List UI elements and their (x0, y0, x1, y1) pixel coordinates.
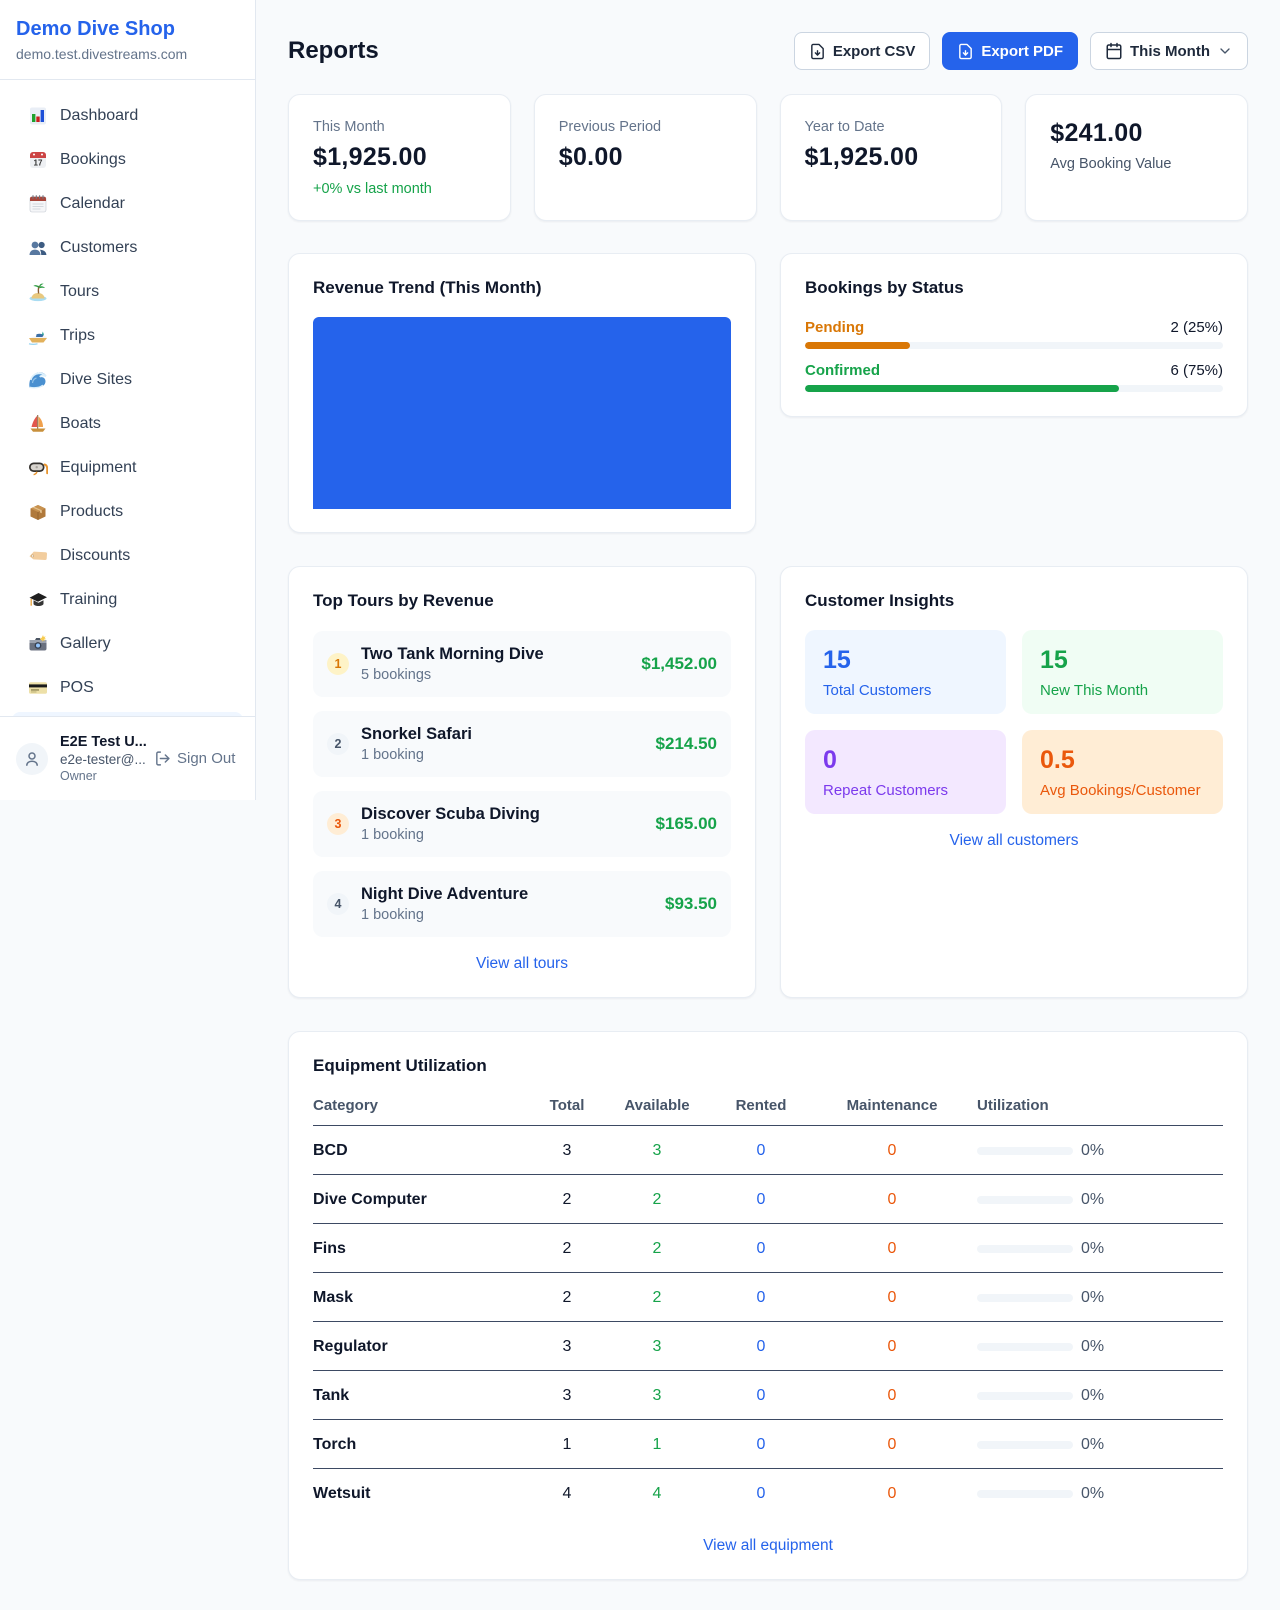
svg-text:17: 17 (34, 159, 43, 168)
